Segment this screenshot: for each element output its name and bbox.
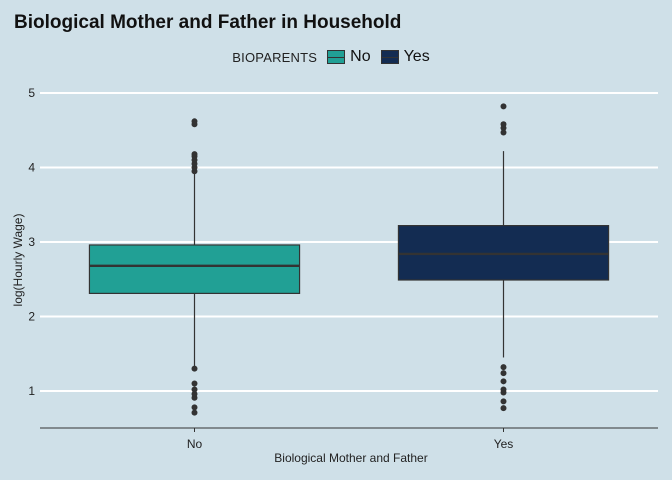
outlier-point bbox=[191, 390, 198, 397]
outlier-point bbox=[191, 118, 198, 125]
outlier-point bbox=[191, 404, 198, 411]
box-group-yes bbox=[397, 103, 610, 412]
outlier-point bbox=[500, 370, 507, 377]
outlier-point bbox=[191, 409, 198, 416]
outlier-point bbox=[191, 151, 198, 158]
boxes bbox=[88, 103, 610, 416]
legend-label-yes: Yes bbox=[403, 48, 430, 65]
y-tick-label: 5 bbox=[28, 86, 35, 100]
outlier-point bbox=[500, 386, 507, 393]
y-axis-title: log(Hourly Wage) bbox=[11, 214, 25, 307]
chart-title: Biological Mother and Father in Househol… bbox=[14, 12, 402, 33]
y-axis-ticks: 1 2 3 4 5 bbox=[28, 86, 35, 398]
box-group-no bbox=[88, 118, 301, 416]
outlier-point bbox=[500, 121, 507, 128]
legend-title: BIOPARENTS bbox=[232, 49, 318, 65]
legend-key-no bbox=[327, 50, 346, 64]
legend-label-no: No bbox=[350, 48, 371, 65]
outlier-point bbox=[191, 380, 198, 387]
outlier-point bbox=[500, 364, 507, 371]
x-tick-label: Yes bbox=[494, 437, 514, 451]
outlier-point bbox=[500, 378, 507, 385]
outlier-point bbox=[500, 405, 507, 412]
y-tick-label: 4 bbox=[28, 161, 35, 175]
x-axis-ticks: No Yes bbox=[187, 428, 513, 451]
outlier-point bbox=[500, 103, 507, 110]
box bbox=[88, 244, 301, 295]
y-tick-label: 3 bbox=[28, 235, 35, 249]
outlier-point bbox=[500, 398, 507, 405]
y-tick-label: 1 bbox=[28, 384, 35, 398]
outlier-point bbox=[191, 365, 198, 372]
x-tick-label: No bbox=[187, 437, 203, 451]
legend-key-yes bbox=[380, 50, 399, 64]
outlier-point bbox=[500, 129, 507, 136]
outlier-point bbox=[191, 386, 198, 393]
legend-item-yes: Yes bbox=[380, 48, 430, 66]
legend-item-no: No bbox=[327, 48, 371, 66]
y-tick-label: 2 bbox=[28, 310, 35, 324]
legend: BIOPARENTS No Yes bbox=[0, 48, 672, 66]
x-axis-title: Biological Mother and Father bbox=[274, 451, 427, 465]
